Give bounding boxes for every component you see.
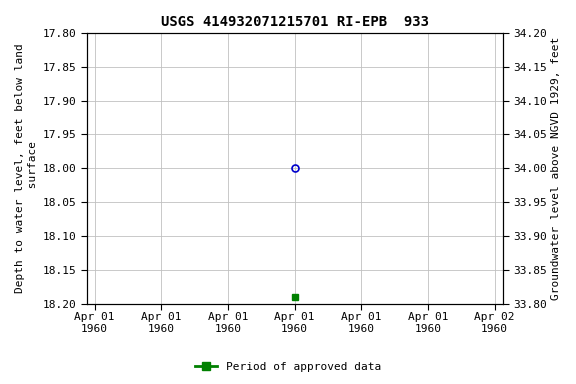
Legend: Period of approved data: Period of approved data — [191, 357, 385, 377]
Y-axis label: Depth to water level, feet below land
 surface: Depth to water level, feet below land su… — [15, 43, 38, 293]
Y-axis label: Groundwater level above NGVD 1929, feet: Groundwater level above NGVD 1929, feet — [551, 37, 561, 300]
Title: USGS 414932071215701 RI-EPB  933: USGS 414932071215701 RI-EPB 933 — [161, 15, 429, 29]
